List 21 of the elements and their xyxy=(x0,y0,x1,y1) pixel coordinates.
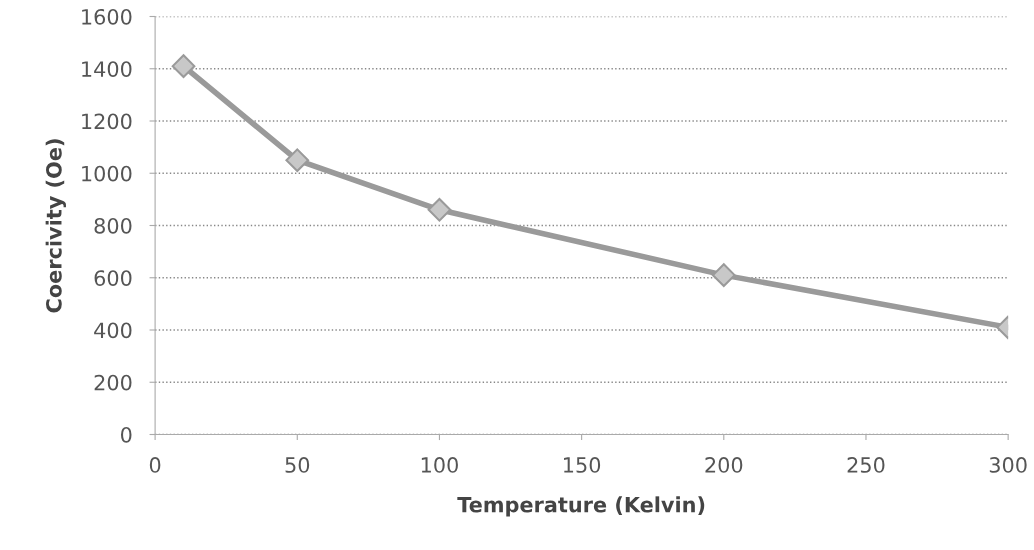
x-tick-label: 150 xyxy=(564,457,601,473)
y-axis-title: Coercivity (Oe) xyxy=(45,139,66,313)
x-axis-title: Temperature (Kelvin) xyxy=(457,496,705,517)
x-tick-label: 0 xyxy=(149,457,161,473)
y-tick-label: 1200 xyxy=(82,113,132,130)
point xyxy=(171,54,196,78)
y-tick-label: 600 xyxy=(94,270,132,286)
x-tick-label: 300 xyxy=(989,457,1027,473)
y-tick-label: 200 xyxy=(94,374,132,391)
x-tick-label: 100 xyxy=(421,457,458,473)
y-tick-label: 0 xyxy=(121,426,132,443)
y-tick-label: 400 xyxy=(94,322,132,339)
y-tick-label: 1400 xyxy=(82,61,132,77)
x-tick-label: 50 xyxy=(285,457,310,473)
point xyxy=(427,197,452,222)
y-tick-label: 800 xyxy=(94,217,132,234)
point xyxy=(285,148,310,173)
x-tick-label: 250 xyxy=(847,457,885,473)
y-tick-label: 1600 xyxy=(82,8,132,25)
y-tick-label: 1000 xyxy=(82,165,132,182)
x-tick-label: 200 xyxy=(705,457,743,473)
